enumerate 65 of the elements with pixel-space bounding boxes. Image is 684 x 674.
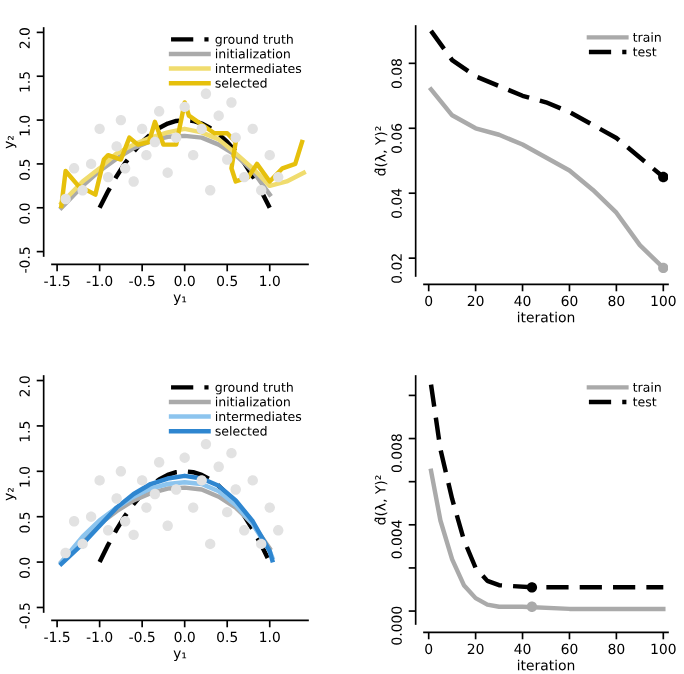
point: [256, 185, 267, 196]
line-series: [59, 133, 272, 210]
point: [77, 538, 88, 550]
point: [85, 158, 97, 170]
point: [222, 154, 233, 165]
point: [213, 461, 224, 472]
point: [213, 110, 224, 121]
point: [205, 538, 216, 550]
point: [226, 447, 237, 459]
point: [247, 123, 258, 135]
point: [60, 193, 71, 205]
point: [102, 171, 114, 183]
point: [115, 466, 127, 477]
point: [222, 506, 233, 518]
point: [149, 488, 161, 500]
point: [239, 525, 250, 536]
point: [179, 101, 190, 113]
point: [102, 525, 114, 536]
point: [94, 475, 105, 486]
line-series: [59, 100, 305, 209]
point: [153, 457, 165, 468]
point: [264, 502, 275, 513]
point: [68, 163, 80, 174]
point: [119, 516, 131, 527]
point: [179, 452, 190, 463]
point: [205, 185, 216, 196]
point: [149, 136, 161, 148]
point: [187, 502, 199, 513]
point: [128, 176, 139, 187]
point: [200, 88, 212, 99]
point: [230, 132, 241, 143]
point: [256, 538, 267, 550]
point: [141, 502, 152, 513]
line-series: [97, 469, 272, 565]
point: [239, 171, 250, 183]
point: [68, 516, 80, 527]
point: [119, 163, 131, 174]
point: [230, 484, 241, 495]
point: [77, 185, 88, 196]
point: [128, 529, 139, 541]
point: [162, 167, 173, 178]
point: [196, 123, 207, 135]
point: [94, 123, 105, 135]
point: [273, 171, 284, 183]
point: [141, 149, 152, 161]
point: [153, 106, 165, 117]
point: [60, 547, 71, 559]
point: [196, 475, 207, 486]
line-series: [97, 117, 272, 210]
point: [136, 475, 148, 486]
point: [187, 149, 199, 161]
point: [273, 525, 284, 536]
point: [162, 520, 173, 531]
point: [170, 484, 182, 495]
point: [226, 97, 237, 108]
point: [247, 475, 258, 486]
point: [136, 123, 148, 135]
point: [111, 493, 122, 504]
point: [85, 511, 97, 522]
point: [115, 114, 127, 126]
point: [170, 132, 182, 143]
line-series: [59, 126, 306, 206]
point: [264, 149, 275, 161]
point: [111, 141, 122, 152]
point: [200, 438, 212, 450]
